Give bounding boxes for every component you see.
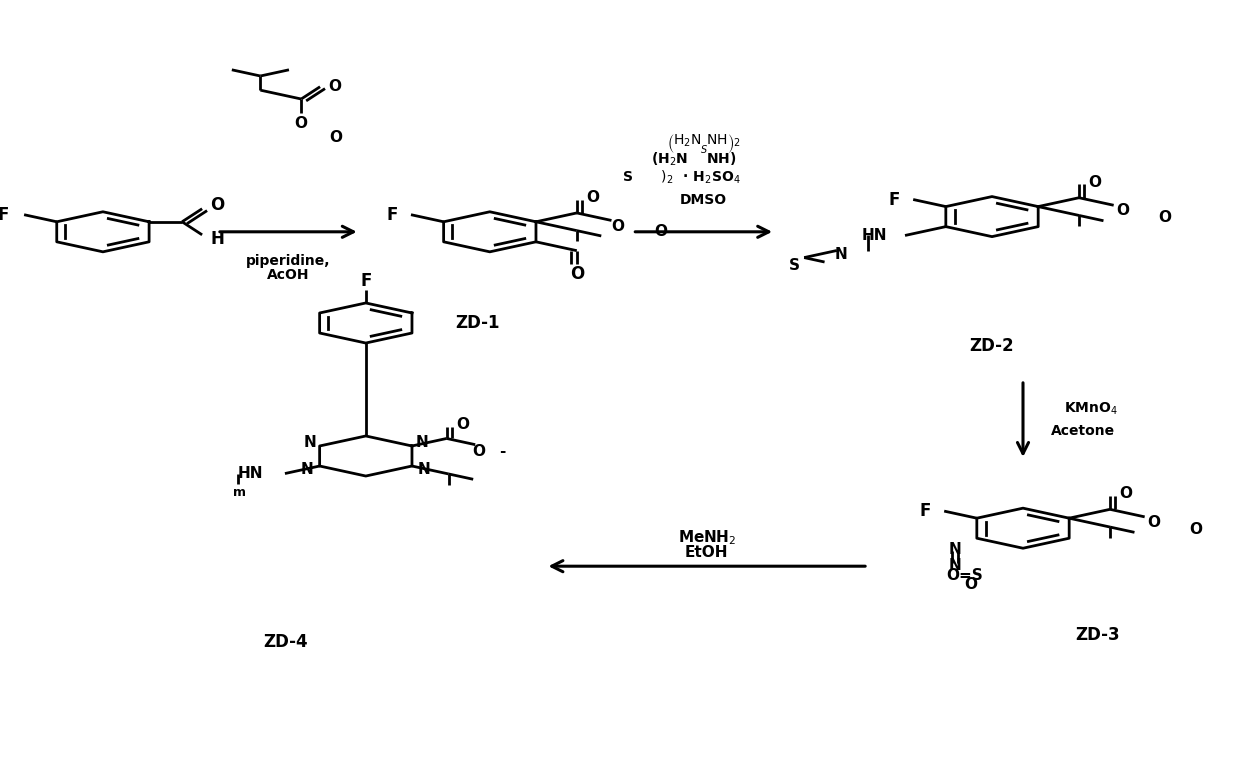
Text: m: m bbox=[233, 486, 246, 499]
Text: MeNH$_2$: MeNH$_2$ bbox=[677, 528, 737, 546]
Text: O: O bbox=[587, 190, 599, 205]
Text: O: O bbox=[965, 578, 977, 592]
Text: N: N bbox=[949, 543, 961, 557]
Text: O=S: O=S bbox=[946, 568, 983, 583]
Text: H: H bbox=[210, 230, 224, 248]
Text: $\left(\mathrm{H_2N} \overset{\ }{\underset{S}{\ }}\mathrm{NH}\right)_2$: $\left(\mathrm{H_2N} \overset{\ }{\under… bbox=[667, 132, 740, 157]
Text: O: O bbox=[329, 79, 341, 94]
Text: F: F bbox=[0, 206, 9, 223]
Text: N: N bbox=[418, 462, 430, 477]
Text: O: O bbox=[653, 224, 667, 239]
Text: AcOH: AcOH bbox=[267, 268, 310, 282]
Text: O: O bbox=[295, 116, 308, 131]
Text: piperidine,: piperidine, bbox=[246, 254, 331, 268]
Text: F: F bbox=[360, 272, 372, 290]
Text: O: O bbox=[611, 219, 624, 233]
Text: O: O bbox=[1147, 515, 1159, 530]
Text: HN: HN bbox=[238, 466, 263, 481]
Text: ZD-1: ZD-1 bbox=[455, 314, 500, 332]
Text: ZD-4: ZD-4 bbox=[263, 633, 308, 651]
Text: O: O bbox=[569, 265, 584, 283]
Text: -: - bbox=[500, 444, 506, 459]
Text: N: N bbox=[304, 435, 316, 450]
Text: N: N bbox=[835, 247, 847, 261]
Text: F: F bbox=[889, 191, 900, 208]
Text: N: N bbox=[301, 462, 314, 477]
Text: F: F bbox=[920, 502, 931, 520]
Text: S: S bbox=[789, 258, 800, 274]
Text: O: O bbox=[210, 196, 224, 214]
Text: ZD-3: ZD-3 bbox=[1075, 625, 1120, 644]
Text: DMSO: DMSO bbox=[680, 193, 728, 207]
Text: O: O bbox=[1158, 210, 1172, 225]
Text: N: N bbox=[415, 435, 428, 450]
Text: F: F bbox=[387, 206, 398, 223]
Text: O: O bbox=[1089, 175, 1101, 190]
Text: O: O bbox=[1120, 486, 1132, 502]
Text: Acetone: Acetone bbox=[1050, 424, 1115, 439]
Text: ZD-2: ZD-2 bbox=[970, 337, 1014, 355]
Text: N: N bbox=[949, 558, 961, 573]
Text: O: O bbox=[329, 129, 342, 144]
Text: O: O bbox=[456, 417, 469, 432]
Text: HN: HN bbox=[862, 228, 887, 243]
Text: (H$_2$N    NH): (H$_2$N NH) bbox=[651, 151, 737, 168]
Text: O: O bbox=[1116, 204, 1128, 218]
Text: KMnO$_4$: KMnO$_4$ bbox=[1064, 401, 1118, 416]
Text: O: O bbox=[472, 444, 485, 459]
Text: EtOH: EtOH bbox=[684, 545, 729, 560]
Text: O: O bbox=[1189, 521, 1203, 537]
Text: S      $)_2$  · H$_2$SO$_4$: S $)_2$ · H$_2$SO$_4$ bbox=[622, 169, 740, 185]
